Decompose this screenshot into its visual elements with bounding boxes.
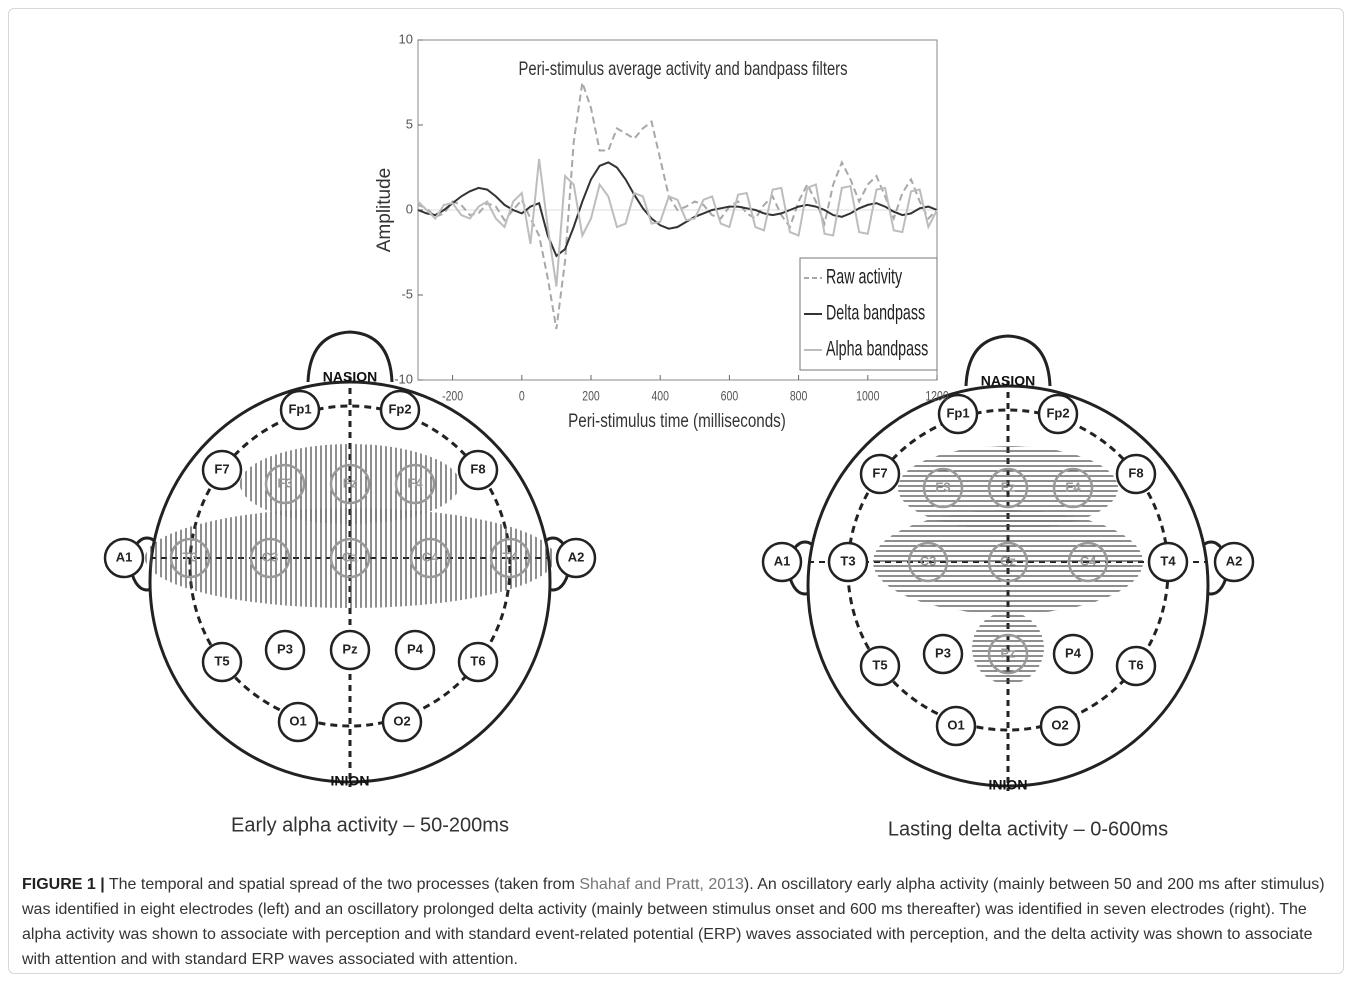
y-tick-label: 10 bbox=[399, 31, 413, 46]
electrode-label: Cz bbox=[1000, 553, 1016, 568]
electrode-label: O1 bbox=[947, 717, 964, 732]
electrode-label: O2 bbox=[393, 713, 410, 728]
page: Fp1 Fp2 F7 F3 Fz F4 F8 A1 T3 C3 Cz C4 T4 A2 T5 P3 Pz P4 T6… bbox=[0, 0, 1354, 984]
electrode-label: Fp2 bbox=[388, 401, 411, 416]
figure: Fp1 Fp2 F7 F3 Fz F4 F8 A1 T3 C3 Cz C4 T4 A2 T5 P3 Pz P4 T6… bbox=[0, 0, 1354, 860]
caption-text: The temporal and spatial spread of the t… bbox=[109, 876, 579, 893]
electrode-label: C3 bbox=[262, 549, 279, 564]
electrode-label: Fz bbox=[1001, 479, 1016, 494]
x-tick-label: 0 bbox=[519, 388, 525, 404]
electrode-label: O2 bbox=[1051, 717, 1068, 732]
electrode-label: P4 bbox=[407, 641, 424, 656]
x-tick-label: -200 bbox=[442, 388, 463, 404]
y-tick-label: -5 bbox=[401, 286, 413, 301]
electrode-label: F3 bbox=[277, 475, 292, 490]
electrode-label: F4 bbox=[1065, 479, 1081, 494]
y-tick-label: 0 bbox=[406, 201, 413, 216]
electrode-label: Fp1 bbox=[946, 405, 969, 420]
electrode-label: F4 bbox=[407, 475, 423, 490]
chart-title: Peri-stimulus average activity and bandp… bbox=[518, 58, 847, 79]
electrode-label: Pz bbox=[342, 641, 358, 656]
electrode-label: A1 bbox=[116, 549, 133, 564]
x-tick-label: 800 bbox=[790, 388, 808, 404]
electrode-label: Cz bbox=[342, 549, 358, 564]
electrode-label: T6 bbox=[1128, 657, 1143, 672]
line-chart: Peri-stimulus average activity and bandp… bbox=[374, 31, 949, 431]
electrode-label: C4 bbox=[422, 549, 439, 564]
electrode-label: F3 bbox=[935, 479, 950, 494]
inion-label: INION bbox=[331, 773, 370, 789]
electrode-label: Pz bbox=[1000, 645, 1016, 660]
head-diagram: Fp1 Fp2 F7 F3 Fz F4 F8 A1 T3 C3 Cz C4 T4 A2 T5 P3 Pz P4 T6… bbox=[105, 332, 595, 836]
electrode-label: T4 bbox=[502, 549, 518, 564]
x-axis-label: Peri-stimulus time (milliseconds) bbox=[568, 409, 786, 431]
nasion-label: NASION bbox=[981, 373, 1035, 389]
electrode-label: F7 bbox=[214, 461, 229, 476]
x-tick-label: 1000 bbox=[856, 388, 879, 404]
electrode-label: A2 bbox=[568, 549, 585, 564]
figure-caption: FIGURE 1 | The temporal and spatial spre… bbox=[22, 872, 1328, 972]
y-tick-label: -10 bbox=[394, 371, 413, 386]
legend-label: Alpha bandpass bbox=[826, 337, 928, 360]
electrode-label: C4 bbox=[1080, 553, 1097, 568]
legend-label: Raw activity bbox=[826, 265, 902, 288]
electrode-label: F8 bbox=[470, 461, 485, 476]
electrode-label: T3 bbox=[840, 553, 855, 568]
panel-caption: Early alpha activity – 50-200ms bbox=[231, 814, 509, 836]
electrode-label: F8 bbox=[1128, 465, 1143, 480]
head-diagram: Fp1 Fp2 F7 F3 Fz F4 F8 A1 T3 C3 Cz C4 T4 A2 T5 P3 Pz P4 T6… bbox=[763, 336, 1253, 840]
x-tick-label: 600 bbox=[721, 388, 739, 404]
nasion-label: NASION bbox=[323, 369, 377, 385]
y-tick-label: 5 bbox=[406, 116, 413, 131]
electrode-label: O1 bbox=[289, 713, 306, 728]
electrode-label: Fz bbox=[343, 475, 358, 490]
citation-link[interactable]: Shahaf and Pratt, 2013 bbox=[579, 876, 744, 893]
figure-label: FIGURE 1 | bbox=[22, 876, 105, 893]
electrode-label: F7 bbox=[872, 465, 887, 480]
x-tick-label: 1200 bbox=[925, 388, 948, 404]
electrode-label: T4 bbox=[1160, 553, 1176, 568]
electrode-label: T5 bbox=[214, 653, 229, 668]
electrode-label: P3 bbox=[935, 645, 951, 660]
electrode-label: C3 bbox=[920, 553, 937, 568]
electrode-label: A1 bbox=[774, 553, 791, 568]
x-tick-label: 200 bbox=[582, 388, 600, 404]
x-tick-label: 400 bbox=[651, 388, 669, 404]
heads: Fp1 Fp2 F7 F3 Fz F4 F8 A1 T3 C3 Cz C4 T4 A2 T5 P3 Pz P4 T6… bbox=[105, 332, 1253, 840]
electrode-label: Fp1 bbox=[288, 401, 311, 416]
electrode-label: Fp2 bbox=[1046, 405, 1069, 420]
inion-label: INION bbox=[989, 777, 1028, 793]
legend-label: Delta bandpass bbox=[826, 301, 925, 324]
electrode-label: P3 bbox=[277, 641, 293, 656]
y-axis-label: Amplitude bbox=[374, 168, 395, 253]
electrode-label: T6 bbox=[470, 653, 485, 668]
electrode-label: P4 bbox=[1065, 645, 1082, 660]
electrode-label: T3 bbox=[182, 549, 197, 564]
electrode-label: A2 bbox=[1226, 553, 1243, 568]
electrode-label: T5 bbox=[872, 657, 887, 672]
panel-caption: Lasting delta activity – 0-600ms bbox=[888, 818, 1168, 840]
